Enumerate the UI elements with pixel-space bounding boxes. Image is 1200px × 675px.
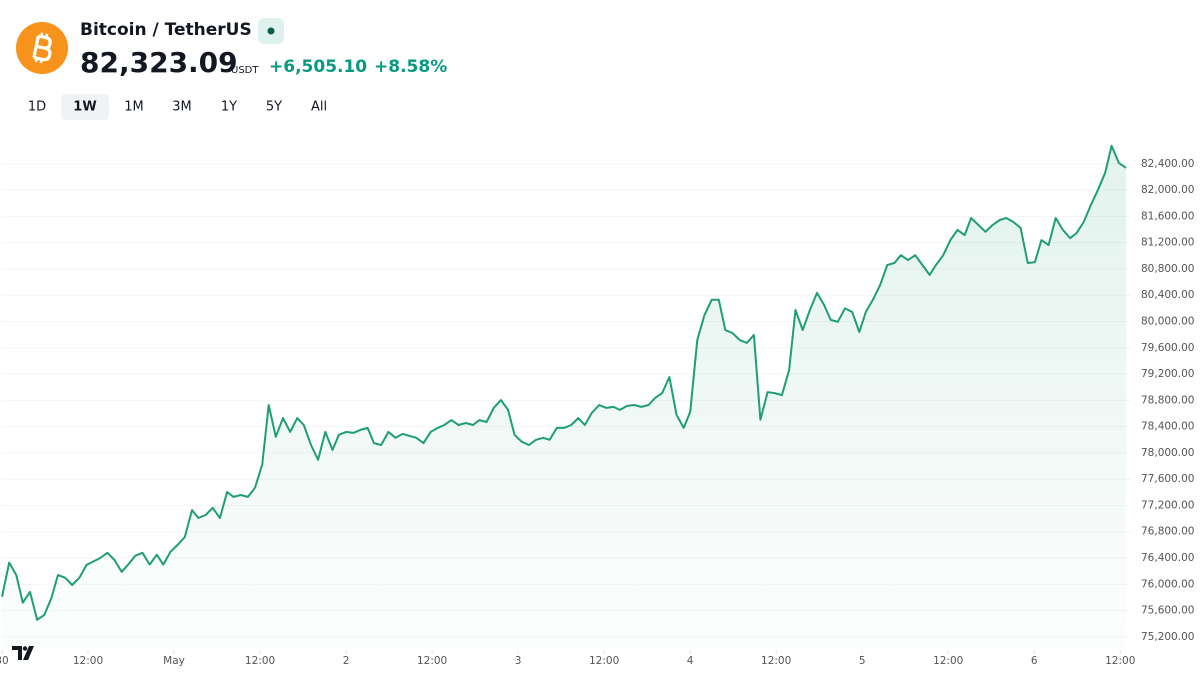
y-tick-label: 80,400.00	[1141, 289, 1194, 301]
price-line	[1, 144, 1127, 621]
y-tick-label: 75,600.00	[1141, 605, 1194, 617]
x-tick-label: 12:00	[417, 655, 447, 667]
currency: USDT	[231, 65, 259, 76]
y-tick-label: 79,600.00	[1141, 342, 1194, 354]
symbol-title: Bitcoin / TetherUS	[80, 20, 252, 40]
timeframe-bar: 1D 1W 1M 3M 1Y 5Y All	[28, 94, 327, 120]
y-tick-label: 80,800.00	[1141, 263, 1194, 275]
x-tick-label: 12:00	[761, 655, 791, 667]
x-tick-label: 6	[1031, 655, 1038, 667]
y-tick-label: 77,600.00	[1141, 473, 1194, 485]
y-tick-label: 82,400.00	[1141, 158, 1194, 170]
status-dot	[267, 27, 275, 35]
timeframe-button[interactable]: 1W	[73, 100, 96, 115]
price-change-percent: +8.58%	[374, 57, 447, 77]
price-change: +6,505.10	[269, 57, 367, 77]
timeframe-button[interactable]: 5Y	[266, 100, 282, 115]
area-fill	[2, 145, 1126, 651]
y-tick-label: 81,200.00	[1141, 237, 1194, 249]
y-tick-label: 76,800.00	[1141, 526, 1194, 538]
price: 82,323.09	[80, 46, 238, 79]
x-tick-label: 12:00	[1105, 655, 1135, 667]
timeframe-button[interactable]: 1M	[124, 100, 144, 115]
x-tick-label: 12:00	[589, 655, 619, 667]
y-tick-label: 79,200.00	[1141, 368, 1194, 380]
x-tick-label: 30	[0, 655, 9, 667]
x-tick-label: 12:00	[933, 655, 963, 667]
x-tick-label: 12:00	[73, 655, 103, 667]
timeframe-button[interactable]: 1Y	[221, 100, 237, 115]
tradingview-logo	[12, 646, 34, 660]
timeframe-button[interactable]: 3M	[172, 100, 192, 115]
timeframe-button[interactable]: All	[311, 100, 327, 115]
plot: 75,200.00 75,600.00 76,000.00 76,400.00 76,8…	[0, 144, 1194, 667]
x-tick-label: May	[163, 655, 185, 667]
y-tick-label: 78,000.00	[1141, 447, 1194, 459]
y-tick-label: 76,400.00	[1141, 552, 1194, 564]
y-tick-label: 75,200.00	[1141, 631, 1194, 643]
x-tick-label: 4	[687, 655, 694, 667]
y-tick-label: 80,000.00	[1141, 316, 1194, 328]
y-tick-label: 77,200.00	[1141, 499, 1194, 511]
y-tick-label: 76,000.00	[1141, 578, 1194, 590]
x-tick-label: 3	[515, 655, 522, 667]
y-tick-label: 78,400.00	[1141, 421, 1194, 433]
timeframe-active-bg[interactable]	[61, 94, 109, 120]
x-tick-label: 2	[343, 655, 350, 667]
y-tick-label: 78,800.00	[1141, 394, 1194, 406]
x-tick-label: 5	[859, 655, 866, 667]
symbol-logo	[16, 22, 68, 74]
timeframe-button[interactable]: 1D	[28, 100, 46, 115]
x-tick-label: 12:00	[245, 655, 275, 667]
y-tick-label: 81,600.00	[1141, 210, 1194, 222]
y-tick-label: 82,000.00	[1141, 184, 1194, 196]
